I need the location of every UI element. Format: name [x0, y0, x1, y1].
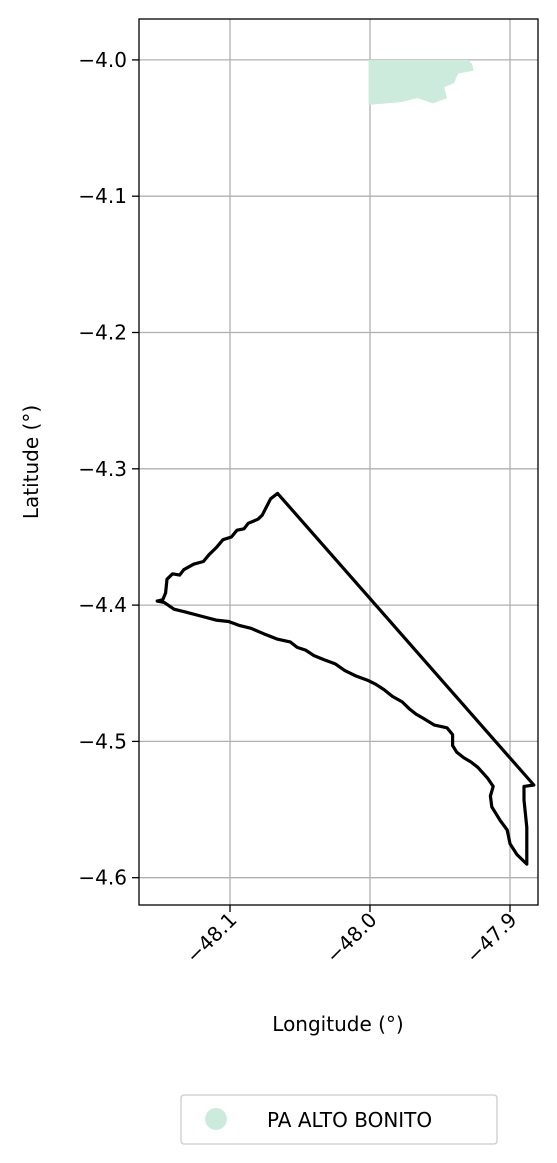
legend-marker-pa-alto-bonito	[205, 1108, 227, 1130]
y-tick-label: −4.3	[78, 457, 127, 481]
x-tick-label: −47.9	[461, 908, 521, 968]
settlement-area-layer	[368, 59, 474, 105]
x-axis-title: Longitude (°)	[272, 1012, 403, 1036]
y-tick-label: −4.6	[78, 866, 127, 890]
boundary-outline	[155, 491, 536, 866]
y-tick-label: −4.0	[78, 48, 127, 72]
x-tick-label: −48.0	[321, 908, 381, 968]
x-axis-ticks: −48.1 −48.0 −47.9	[181, 905, 522, 968]
legend-frame	[180, 1094, 498, 1145]
gridlines	[139, 19, 538, 905]
y-tick-label: −4.5	[78, 729, 127, 753]
plot-frame	[138, 18, 539, 906]
settlement-area-polygon	[368, 59, 474, 105]
x-tick-label: −48.1	[181, 908, 241, 968]
y-tick-label: −4.4	[78, 593, 127, 617]
y-tick-label: −4.1	[78, 184, 127, 208]
y-tick-label: −4.2	[78, 321, 127, 345]
boundary-layer	[155, 491, 536, 866]
y-axis-ticks: −4.0 −4.1 −4.2 −4.3 −4.4 −4.5 −4.6	[78, 48, 139, 890]
y-axis-title: Latitude (°)	[19, 405, 43, 519]
legend: PA ALTO BONITO	[180, 1094, 498, 1145]
legend-label-pa-alto-bonito: PA ALTO BONITO	[267, 1108, 432, 1132]
